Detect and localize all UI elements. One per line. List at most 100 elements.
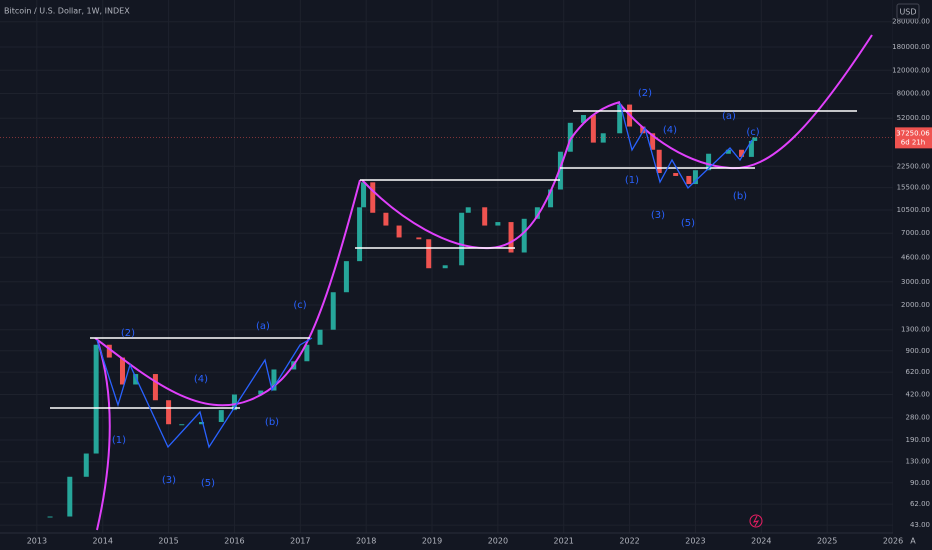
candle: [330, 292, 336, 330]
y-tick-label: 180000.00: [892, 43, 930, 51]
candle: [442, 265, 448, 269]
candle: [383, 212, 389, 226]
y-tick-label: 2000.00: [901, 301, 930, 309]
candle: [557, 151, 563, 190]
y-tick-label: 90.00: [910, 479, 930, 487]
candle: [534, 207, 540, 219]
candle: [617, 104, 623, 134]
x-tick-label: 2018: [356, 537, 376, 546]
currency-button[interactable]: [896, 3, 920, 20]
candle: [580, 115, 586, 123]
grid: [0, 0, 894, 533]
wave-label: (5): [201, 478, 215, 489]
candle: [692, 170, 698, 185]
y-tick-label: 3000.00: [901, 278, 930, 286]
axes: 280000.00 180000.00 120000.00 80000.00 52000…: [27, 18, 932, 546]
wave-label: (c): [293, 300, 306, 311]
candle: [106, 344, 112, 358]
wave-label: (4): [194, 374, 208, 385]
candle: [686, 175, 692, 185]
candle: [426, 239, 432, 269]
candle: [706, 153, 712, 171]
candle: [673, 173, 679, 176]
y-tick-label: 22500.00: [897, 162, 930, 170]
candle: [83, 453, 89, 477]
candle: [459, 212, 465, 266]
y-tick-label: 420.00: [906, 390, 931, 398]
y-tick-label: 280000.00: [892, 18, 930, 26]
x-tick-label: 2019: [422, 537, 442, 546]
y-tick-label: 120000.00: [892, 66, 930, 74]
wave-label: (b): [733, 191, 747, 202]
currency[interactable]: USD: [899, 8, 916, 17]
countdown-label: 6d 21h: [901, 138, 925, 146]
candle: [650, 133, 656, 150]
wave-label: (1): [625, 175, 639, 186]
overlays: [50, 34, 873, 531]
candle: [495, 222, 501, 226]
candle: [166, 400, 172, 425]
wave-label: (3): [162, 475, 176, 486]
candle: [93, 344, 99, 454]
x-tick-label: 2025: [817, 537, 837, 546]
candle: [521, 218, 527, 253]
alert-icon-bolt: [753, 515, 760, 527]
y-tick-label: 4600.00: [901, 253, 930, 261]
price-axis: [893, 0, 932, 550]
candle: [179, 424, 185, 426]
candle: [370, 182, 376, 213]
x-tick-label: 2022: [619, 537, 639, 546]
last-price-label: 37250.06: [896, 129, 930, 137]
x-tick-label: 2014: [93, 537, 113, 546]
wave-label: (2): [121, 328, 135, 339]
chart-title: Bitcoin / U.S. Dollar, 1W, INDEX: [4, 7, 130, 16]
curve: [94, 179, 361, 407]
wave-label: (a): [722, 111, 736, 122]
wave-label: (1): [112, 435, 126, 446]
x-tick-label: 2013: [27, 537, 47, 546]
candle: [317, 329, 323, 345]
x-tick-label: 2021: [554, 537, 574, 546]
candle: [199, 421, 205, 425]
candle: [725, 149, 731, 154]
x-tick-label: 2017: [290, 537, 310, 546]
x-tick-label: 2015: [158, 537, 178, 546]
y-tick-label: 52000.00: [897, 114, 930, 122]
y-tick-label: 900.00: [906, 347, 931, 355]
y-tick-label: 80000.00: [897, 90, 930, 98]
wave-label: (2): [638, 88, 652, 99]
auto-scale-button[interactable]: A: [910, 537, 916, 546]
candle: [640, 126, 646, 134]
wave-label: (c): [746, 127, 759, 138]
candle: [465, 207, 471, 213]
candle: [600, 133, 606, 143]
x-tick-label: 2023: [685, 537, 705, 546]
candle: [133, 374, 139, 385]
candle: [361, 182, 367, 208]
candle: [67, 476, 73, 517]
candle: [508, 222, 514, 253]
y-tick-label: 15500.00: [897, 184, 930, 192]
wave-labels: (2) (a) (c) (4) (b) (1) (3) (5) (2) (c) (a) (4) (1) (…: [112, 88, 760, 489]
wave-label: (b): [265, 417, 279, 428]
x-tick-label: 2024: [751, 537, 771, 546]
candle: [739, 149, 745, 157]
last-price-box: [895, 127, 932, 149]
candle: [258, 390, 264, 395]
wave-label: (4): [663, 125, 677, 136]
candle: [548, 189, 554, 208]
wave-label: (a): [256, 321, 270, 332]
wave-label: (5): [681, 218, 695, 229]
candle: [343, 261, 349, 293]
candle: [748, 140, 754, 157]
y-tick-label: 7000.00: [901, 229, 930, 237]
wave-line: [96, 337, 313, 449]
y-tick-label: 10500.00: [897, 206, 930, 214]
alert-icon[interactable]: [749, 514, 763, 528]
x-tick-label: 2026: [883, 537, 903, 546]
candle: [590, 115, 596, 143]
candle: [482, 207, 488, 226]
y-tick-label: 62.00: [910, 500, 930, 508]
candle: [752, 137, 758, 141]
